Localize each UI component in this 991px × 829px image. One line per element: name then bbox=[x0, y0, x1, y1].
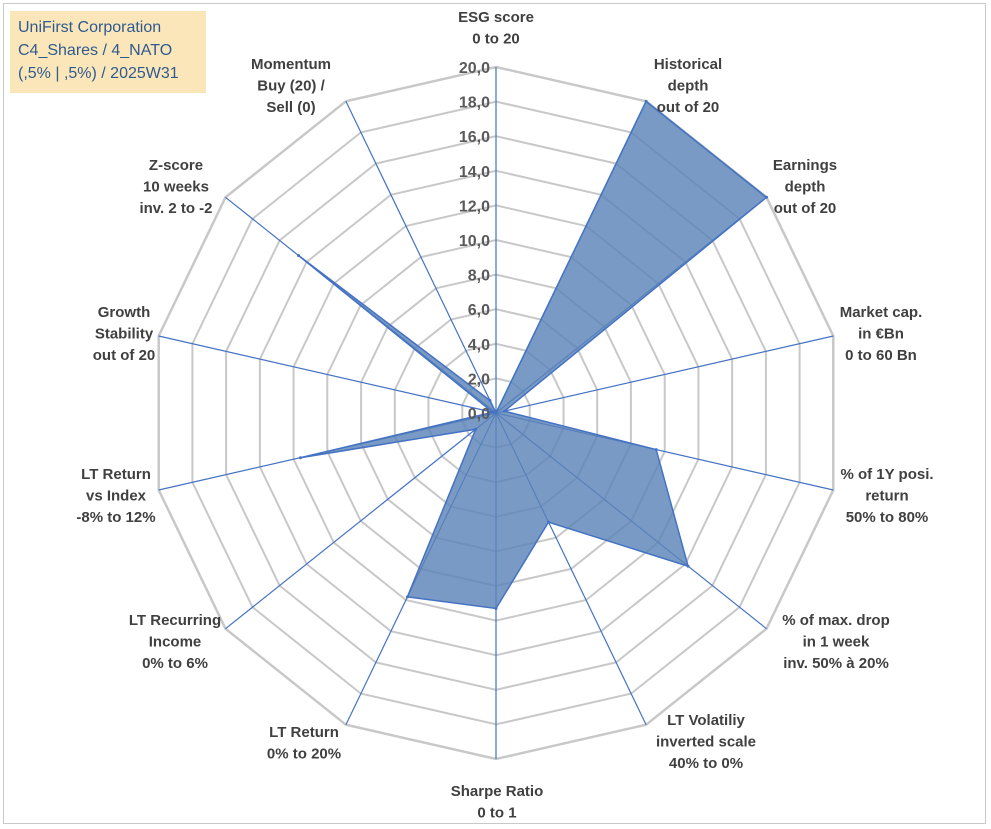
axis-label-2: Earnings depth out of 20 bbox=[773, 157, 837, 217]
spoke-13 bbox=[345, 101, 497, 414]
axis-label-13-line-2: Sell (0) bbox=[266, 99, 315, 116]
axis-label-10-line-0: LT Return bbox=[81, 466, 151, 483]
axis-label-3: Market cap. in €Bn 0 to 60 Bn bbox=[840, 304, 923, 364]
axis-labels: ESG score 0 to 20 Historical depth out of 20… bbox=[76, 9, 933, 822]
axis-label-4-line-1: return bbox=[865, 488, 908, 505]
tick-label-0: 0,0 bbox=[468, 406, 490, 423]
axis-label-1-line-2: out of 20 bbox=[657, 99, 720, 116]
series-point-13 bbox=[488, 399, 492, 402]
tick-label-10: 20,0 bbox=[459, 60, 490, 77]
axis-label-1-line-1: depth bbox=[668, 78, 709, 95]
tick-label-6: 12,0 bbox=[459, 198, 490, 215]
axis-label-11: Growth Stability out of 20 bbox=[93, 304, 156, 364]
axis-label-2-line-1: depth bbox=[785, 179, 826, 196]
axis-label-13-line-0: Momentum bbox=[251, 56, 331, 73]
tick-label-1: 2,0 bbox=[468, 371, 490, 388]
tick-label-5: 10,0 bbox=[459, 233, 490, 250]
axis-label-9-line-0: LT Recurring bbox=[129, 612, 221, 629]
axis-label-13: Momentum Buy (20) / Sell (0) bbox=[251, 56, 331, 116]
axis-label-11-line-1: Stability bbox=[95, 326, 154, 343]
series-point-8 bbox=[405, 595, 409, 599]
axis-label-10-line-2: -8% to 12% bbox=[76, 509, 155, 526]
series-area-0 bbox=[298, 100, 768, 610]
axis-label-5-line-2: inv. 50% à 20% bbox=[783, 655, 889, 672]
axis-label-0-line-1: 0 to 20 bbox=[472, 31, 520, 48]
axis-label-1-line-0: Historical bbox=[654, 56, 722, 73]
axis-label-3-line-1: in €Bn bbox=[858, 326, 904, 343]
axis-label-9: LT Recurring Income 0% to 6% bbox=[129, 612, 221, 672]
axis-label-5-line-0: % of max. drop bbox=[782, 612, 890, 629]
axis-label-12-line-1: 10 weeks bbox=[143, 179, 209, 196]
tick-label-8: 16,0 bbox=[459, 129, 490, 146]
axis-label-11-line-2: out of 20 bbox=[93, 347, 156, 364]
series-point-11 bbox=[491, 410, 495, 414]
tick-label-7: 14,0 bbox=[459, 164, 490, 181]
axis-label-3-line-2: 0 to 60 Bn bbox=[845, 347, 917, 364]
axis-label-4-line-2: 50% to 80% bbox=[846, 509, 929, 526]
axis-label-8-line-1: 0% to 20% bbox=[267, 746, 341, 763]
axis-label-10: LT Return vs Index -8% to 12% bbox=[76, 466, 155, 526]
chart-frame bbox=[3, 3, 986, 824]
series-point-7 bbox=[494, 607, 498, 610]
series-point-5 bbox=[686, 564, 690, 568]
axis-label-0-line-0: ESG score bbox=[458, 9, 534, 26]
series-point-0 bbox=[494, 411, 498, 415]
series-point-4 bbox=[654, 448, 658, 452]
chart-title-line-3: (,5% | ,5%) / 2025W31 bbox=[18, 65, 179, 82]
axis-label-6-line-2: 40% to 0% bbox=[669, 755, 743, 772]
series-point-3 bbox=[502, 409, 506, 413]
axis-label-7: Sharpe Ratio 0 to 1 bbox=[451, 783, 544, 822]
axis-label-3-line-0: Market cap. bbox=[840, 304, 923, 321]
series-point-9 bbox=[474, 427, 478, 431]
series-point-2 bbox=[765, 195, 768, 199]
axis-label-6: LT Volatiliy inverted scale 40% to 0% bbox=[656, 712, 756, 772]
axis-label-12-line-0: Z-score bbox=[149, 157, 203, 174]
axis-label-8: LT Return 0% to 20% bbox=[267, 724, 341, 763]
tick-label-3: 6,0 bbox=[468, 302, 490, 319]
axis-label-4-line-0: % of 1Y posi. bbox=[840, 466, 933, 483]
radar-series-layer bbox=[297, 99, 768, 610]
chart-title-box: UniFirst Corporation C4_Shares / 4_NATO … bbox=[10, 11, 206, 93]
axis-label-1: Historical depth out of 20 bbox=[654, 56, 722, 116]
tick-label-4: 8,0 bbox=[468, 268, 490, 285]
axis-label-13-line-1: Buy (20) / bbox=[257, 78, 325, 95]
tick-label-2: 4,0 bbox=[468, 337, 490, 354]
axis-label-8-line-0: LT Return bbox=[269, 724, 339, 741]
spoke-11 bbox=[158, 335, 497, 414]
series-point-1 bbox=[644, 99, 648, 103]
chart-title-line-2: C4_Shares / 4_NATO bbox=[18, 42, 173, 59]
axis-label-10-line-1: vs Index bbox=[86, 488, 147, 505]
axis-label-11-line-0: Growth bbox=[98, 304, 151, 321]
axis-label-0: ESG score 0 to 20 bbox=[458, 9, 534, 48]
spoke-3 bbox=[495, 335, 834, 414]
radial-tick-labels: 0,0 2,0 4,0 6,0 8,0 10,0 12,0 14,0 16,0 18,0 20,0 bbox=[459, 60, 490, 423]
series-point-12 bbox=[297, 254, 300, 257]
axis-label-6-line-1: inverted scale bbox=[656, 734, 756, 751]
tick-label-9: 18,0 bbox=[459, 95, 490, 112]
axis-label-7-line-1: 0 to 1 bbox=[477, 805, 516, 822]
axis-label-5: % of max. drop in 1 week inv. 50% à 20% bbox=[782, 612, 890, 672]
axis-label-12: Z-score 10 weeks inv. 2 to -2 bbox=[139, 157, 212, 217]
spoke-9 bbox=[225, 412, 497, 630]
axis-label-5-line-1: in 1 week bbox=[803, 634, 870, 651]
axis-label-7-line-0: Sharpe Ratio bbox=[451, 783, 544, 800]
axis-label-4: % of 1Y posi. return 50% to 80% bbox=[840, 466, 933, 526]
axis-label-2-line-0: Earnings bbox=[773, 157, 837, 174]
chart-title-line-1: UniFirst Corporation bbox=[18, 19, 162, 36]
axis-label-9-line-2: 0% to 6% bbox=[142, 655, 208, 672]
series-point-10 bbox=[298, 456, 302, 460]
axis-label-2-line-2: out of 20 bbox=[774, 200, 837, 217]
axis-label-9-line-1: Income bbox=[149, 634, 202, 651]
series-point-6 bbox=[547, 520, 550, 524]
axis-label-6-line-0: LT Volatiliy bbox=[667, 712, 745, 729]
axis-label-12-line-2: inv. 2 to -2 bbox=[139, 200, 212, 217]
